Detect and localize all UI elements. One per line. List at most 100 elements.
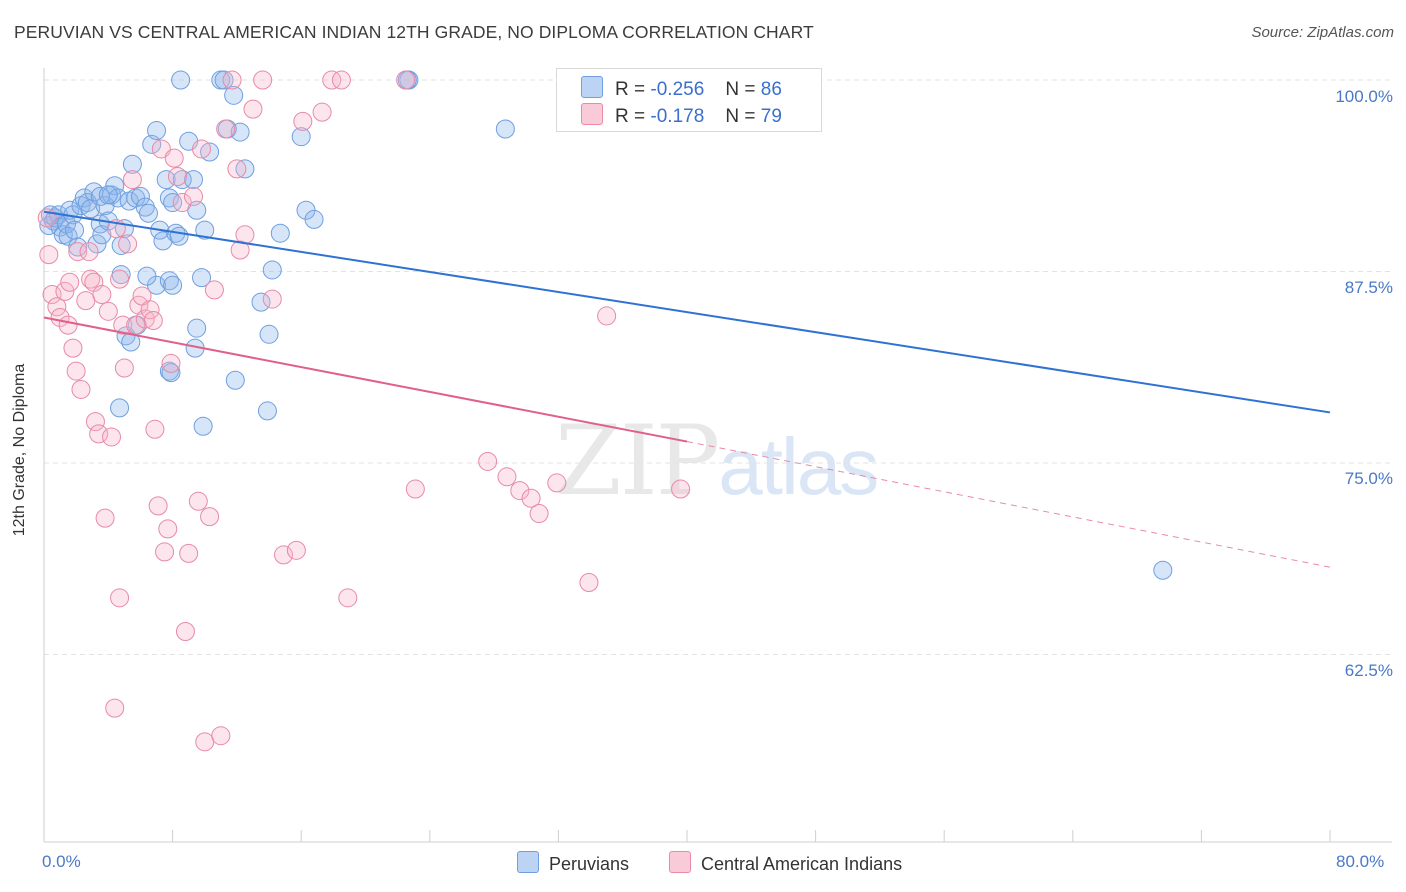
central-american-indian-point <box>63 338 83 358</box>
legend-r-value: -0.178 <box>650 106 705 127</box>
peruvian-point <box>130 186 150 206</box>
peruvian-point <box>192 268 212 288</box>
central-american-indian-point <box>66 361 86 381</box>
central-american-indian-point <box>110 588 130 608</box>
bottom-legend-peruvians: Peruvians <box>517 851 629 875</box>
peruvian-point <box>65 220 85 240</box>
peruvian-point <box>110 398 130 418</box>
central-american-indian-point <box>39 245 59 265</box>
central-american-indian-point <box>200 507 220 527</box>
central-american-indian-point <box>331 70 351 90</box>
x-tick-label-min: 0.0% <box>42 852 81 871</box>
central-american-indian-point <box>89 424 109 444</box>
bottom-legend-swatch-pink <box>669 851 691 873</box>
central-american-indian-point <box>547 473 567 493</box>
central-american-indian-point <box>164 148 184 168</box>
legend-r-label: R = <box>615 106 646 127</box>
source-credit: Source: ZipAtlas.com <box>1251 24 1394 41</box>
peruvian-point <box>156 170 176 190</box>
central-american-indian-point <box>76 291 96 311</box>
watermark-atlas: atlas <box>718 422 879 511</box>
peruvian-point <box>230 122 250 142</box>
peruvian-point <box>171 70 191 90</box>
central-american-indian-point <box>253 70 273 90</box>
peruvian-point <box>214 70 234 90</box>
central-american-indian-point <box>204 280 224 300</box>
central-american-indian-point <box>122 170 142 190</box>
central-american-indian-point <box>85 412 105 432</box>
bottom-legend-swatch-blue <box>517 851 539 873</box>
legend-swatch-pink <box>581 103 603 125</box>
y-tick-label-75: 75.0% <box>1344 469 1393 488</box>
central-american-indian-point <box>118 234 138 254</box>
central-american-indian-point <box>175 622 195 642</box>
legend-swatch-blue <box>581 76 603 98</box>
legend-r-label: R = <box>615 79 646 100</box>
peruvian-point <box>98 185 118 205</box>
central-american-indian-point <box>145 419 165 439</box>
peruvian-point <box>193 416 213 436</box>
legend-r-value: -0.256 <box>650 79 705 100</box>
central-american-indian-point <box>148 496 168 516</box>
central-american-indian-point <box>143 311 163 331</box>
y-tick-label-100: 100.0% <box>1335 87 1393 106</box>
central-american-indian-point <box>167 167 187 187</box>
peruvian-point <box>195 220 215 240</box>
legend-n-value: 86 <box>760 79 782 100</box>
central-american-indian-point <box>98 301 118 321</box>
peruvian-point <box>138 203 158 223</box>
peruvian-point <box>163 193 183 213</box>
peruvian-point <box>169 226 189 246</box>
y-tick-label-87-5: 87.5% <box>1344 278 1393 297</box>
central-american-indian-point <box>579 572 599 592</box>
x-tick-label-max: 80.0% <box>1336 852 1385 871</box>
bottom-legend-label: Central American Indians <box>701 854 903 874</box>
legend-row-central-american-indians: R = -0.178 N = 79 <box>581 103 782 128</box>
central-american-indian-point <box>42 284 62 304</box>
peruvian-point <box>495 119 515 139</box>
peruvian-point <box>122 154 142 174</box>
peruvian-point <box>137 266 157 286</box>
central-american-indian-point <box>286 540 306 560</box>
y-axis-label: 12th Grade, No Diploma <box>11 363 28 537</box>
peruvian-point <box>183 170 203 190</box>
central-american-indian-point <box>172 193 192 213</box>
central-american-indian-point <box>105 698 125 718</box>
central-american-indian-point <box>338 588 358 608</box>
peruvian-point <box>251 292 271 312</box>
central-american-indian-point <box>497 467 517 487</box>
peruvian-point <box>259 324 279 344</box>
peruvian-point <box>147 121 167 141</box>
central-american-indian-point <box>597 306 617 326</box>
central-american-indian-point <box>58 315 78 335</box>
chart-title: PERUVIAN VS CENTRAL AMERICAN INDIAN 12TH… <box>14 22 814 42</box>
central-american-indian-point <box>222 70 242 90</box>
peruvian-point <box>1153 560 1173 580</box>
central-american-indian-point <box>110 269 130 289</box>
peruvian-point <box>262 260 282 280</box>
peruvian-trendline <box>43 210 1331 414</box>
central-american-indian-point <box>126 315 146 335</box>
legend-n-label: N = <box>725 79 756 100</box>
peruvian-point <box>235 159 255 179</box>
central-american-indian-point <box>243 99 263 119</box>
bottom-legend-label: Peruvians <box>549 854 630 874</box>
central-american-indian-point <box>396 70 416 90</box>
bottom-legend-central-american-indians: Central American Indians <box>669 851 902 875</box>
central-american-indian-point <box>671 479 691 499</box>
peruvian-point <box>257 401 277 421</box>
central-american-indian-trendline <box>43 316 688 443</box>
peruvian-point <box>90 186 110 206</box>
central-american-indian-point <box>92 284 112 304</box>
central-american-indian-point <box>47 297 67 317</box>
central-american-indian-point <box>227 159 247 179</box>
central-american-indian-point <box>114 358 134 378</box>
central-american-indian-point <box>510 481 530 501</box>
watermark: ZIPatlas <box>555 405 879 517</box>
legend-n-label: N = <box>725 106 756 127</box>
central-american-indian-point <box>478 451 498 471</box>
central-american-indian-point <box>179 543 199 563</box>
peruvian-point <box>291 127 311 147</box>
central-american-indian-point <box>102 427 122 447</box>
